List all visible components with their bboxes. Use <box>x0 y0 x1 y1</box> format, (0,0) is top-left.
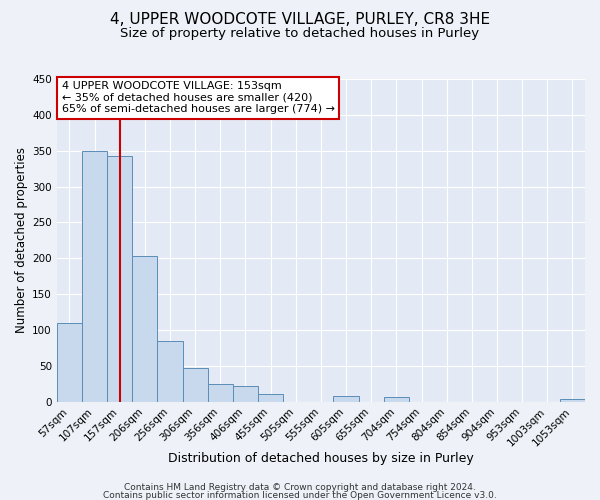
Bar <box>157 340 182 402</box>
Bar <box>208 384 233 402</box>
Text: Contains public sector information licensed under the Open Government Licence v3: Contains public sector information licen… <box>103 490 497 500</box>
Text: 4 UPPER WOODCOTE VILLAGE: 153sqm
← 35% of detached houses are smaller (420)
65% : 4 UPPER WOODCOTE VILLAGE: 153sqm ← 35% o… <box>62 81 335 114</box>
Bar <box>182 368 208 402</box>
Bar <box>384 396 409 402</box>
X-axis label: Distribution of detached houses by size in Purley: Distribution of detached houses by size … <box>168 452 474 465</box>
Bar <box>258 394 283 402</box>
Bar <box>57 322 82 402</box>
Bar <box>334 396 359 402</box>
Text: 4, UPPER WOODCOTE VILLAGE, PURLEY, CR8 3HE: 4, UPPER WOODCOTE VILLAGE, PURLEY, CR8 3… <box>110 12 490 28</box>
Bar <box>560 398 585 402</box>
Bar <box>132 256 157 402</box>
Y-axis label: Number of detached properties: Number of detached properties <box>15 148 28 334</box>
Bar <box>107 156 132 402</box>
Text: Contains HM Land Registry data © Crown copyright and database right 2024.: Contains HM Land Registry data © Crown c… <box>124 483 476 492</box>
Bar <box>82 150 107 402</box>
Bar <box>233 386 258 402</box>
Text: Size of property relative to detached houses in Purley: Size of property relative to detached ho… <box>121 28 479 40</box>
